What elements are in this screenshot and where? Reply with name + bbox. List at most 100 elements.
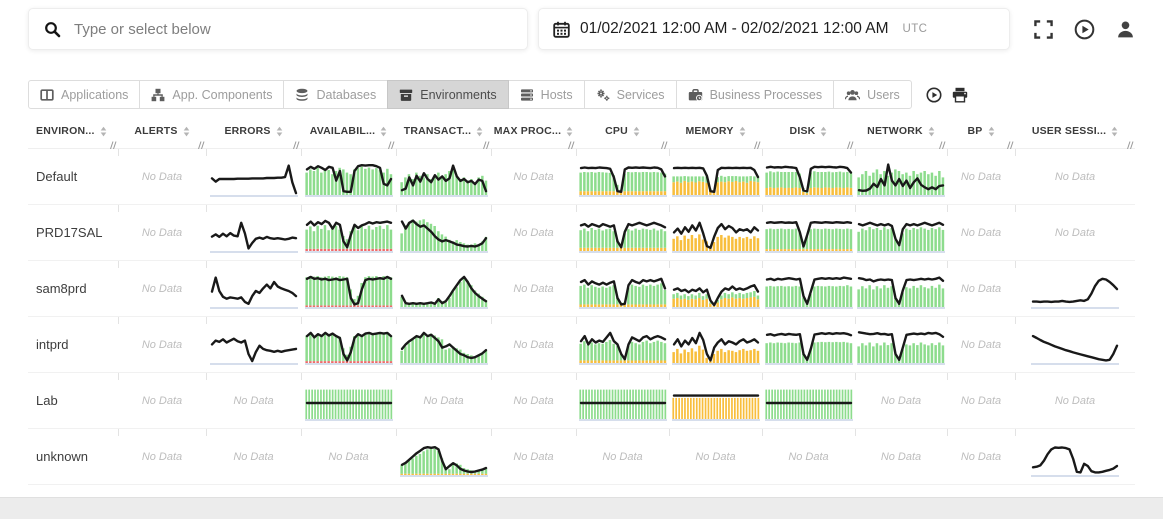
disk-sparkline[interactable]	[764, 325, 853, 365]
cell-disk[interactable]	[762, 373, 855, 428]
column-header-alerts[interactable]: ALERTS	[118, 114, 206, 149]
cell-transactions[interactable]	[396, 149, 491, 204]
memory-sparkline[interactable]	[671, 325, 760, 365]
column-resize-handle[interactable]	[387, 141, 395, 149]
cell-cpu[interactable]	[576, 205, 669, 260]
cell-disk[interactable]	[762, 317, 855, 372]
network-sparkline[interactable]	[857, 325, 945, 365]
cell-cpu[interactable]	[576, 261, 669, 316]
cell-usersessions[interactable]	[1015, 317, 1135, 372]
errors-sparkline[interactable]	[209, 269, 298, 309]
table-row[interactable]: Default No Data No Data No Data No Data	[28, 149, 1135, 205]
cell-availability[interactable]	[301, 205, 396, 260]
tab-applications[interactable]: Applications	[28, 80, 141, 109]
column-resize-handle[interactable]	[482, 141, 490, 149]
cpu-sparkline[interactable]	[578, 381, 667, 421]
tab-hosts[interactable]: Hosts	[507, 80, 585, 109]
cell-errors[interactable]	[206, 149, 301, 204]
availability-sparkline[interactable]	[304, 269, 393, 309]
disk-sparkline[interactable]	[764, 213, 853, 253]
tab-databases[interactable]: Databases	[283, 80, 389, 109]
tab-app-components[interactable]: App. Components	[139, 80, 285, 109]
availability-sparkline[interactable]	[304, 213, 393, 253]
column-header-availability[interactable]: AVAILABIL...	[301, 114, 396, 149]
transactions-sparkline[interactable]	[399, 269, 488, 309]
errors-sparkline[interactable]	[209, 325, 298, 365]
disk-sparkline[interactable]	[764, 157, 853, 197]
table-row[interactable]: unknown No Data No Data No Data No Data No Da…	[28, 429, 1135, 485]
transactions-sparkline[interactable]	[399, 437, 488, 477]
cell-usersessions[interactable]	[1015, 261, 1135, 316]
cell-memory[interactable]	[669, 205, 762, 260]
memory-sparkline[interactable]	[671, 381, 760, 421]
network-sparkline[interactable]	[857, 269, 945, 309]
column-header-memory[interactable]: MEMORY	[669, 114, 762, 149]
cell-transactions[interactable]	[396, 205, 491, 260]
print-button[interactable]	[952, 87, 968, 103]
network-sparkline[interactable]	[857, 213, 945, 253]
availability-sparkline[interactable]	[304, 157, 393, 197]
transactions-sparkline[interactable]	[399, 325, 488, 365]
memory-sparkline[interactable]	[671, 157, 760, 197]
column-header-cpu[interactable]: CPU	[576, 114, 669, 149]
cell-availability[interactable]	[301, 373, 396, 428]
cell-transactions[interactable]	[396, 261, 491, 316]
fullscreen-button[interactable]	[1034, 19, 1053, 39]
cell-availability[interactable]	[301, 317, 396, 372]
tab-services[interactable]: Services	[583, 80, 677, 109]
slideshow-button[interactable]	[926, 86, 942, 103]
cpu-sparkline[interactable]	[578, 325, 667, 365]
column-header-environment[interactable]: ENVIRON...	[28, 114, 118, 149]
column-resize-handle[interactable]	[1006, 141, 1014, 149]
column-resize-handle[interactable]	[197, 141, 205, 149]
cell-cpu[interactable]	[576, 149, 669, 204]
availability-sparkline[interactable]	[304, 381, 393, 421]
cell-memory[interactable]	[669, 149, 762, 204]
cell-memory[interactable]	[669, 261, 762, 316]
column-resize-handle[interactable]	[1126, 141, 1134, 149]
column-resize-handle[interactable]	[846, 141, 854, 149]
disk-sparkline[interactable]	[764, 269, 853, 309]
cpu-sparkline[interactable]	[578, 213, 667, 253]
column-header-network[interactable]: NETWORK	[855, 114, 947, 149]
tab-environments[interactable]: Environments	[387, 80, 509, 109]
cell-network[interactable]	[855, 205, 947, 260]
cell-transactions[interactable]	[396, 317, 491, 372]
table-row[interactable]: sam8prd No Data No Data No Data	[28, 261, 1135, 317]
cell-cpu[interactable]	[576, 317, 669, 372]
network-sparkline[interactable]	[857, 157, 945, 197]
search-box[interactable]	[28, 8, 528, 50]
transactions-sparkline[interactable]	[399, 213, 488, 253]
date-range-picker[interactable]: 01/02/2021 12:00 AM - 02/02/2021 12:00 A…	[538, 8, 1010, 50]
column-header-transactions[interactable]: TRANSACT...	[396, 114, 491, 149]
cell-network[interactable]	[855, 149, 947, 204]
usersessions-sparkline[interactable]	[1031, 269, 1119, 309]
user-menu-button[interactable]	[1116, 20, 1135, 39]
cpu-sparkline[interactable]	[578, 157, 667, 197]
cell-availability[interactable]	[301, 261, 396, 316]
cell-errors[interactable]	[206, 317, 301, 372]
cell-memory[interactable]	[669, 373, 762, 428]
cell-disk[interactable]	[762, 261, 855, 316]
cell-transactions[interactable]	[396, 429, 491, 484]
column-resize-handle[interactable]	[292, 141, 300, 149]
cpu-sparkline[interactable]	[578, 269, 667, 309]
column-header-max-proc[interactable]: MAX PROC...	[491, 114, 576, 149]
transactions-sparkline[interactable]	[399, 157, 488, 197]
usersessions-sparkline[interactable]	[1031, 437, 1119, 477]
table-row[interactable]: PRD17SAL No Data No Data No Data No Data	[28, 205, 1135, 261]
memory-sparkline[interactable]	[671, 213, 760, 253]
tab-users[interactable]: Users	[833, 80, 912, 109]
memory-sparkline[interactable]	[671, 269, 760, 309]
column-resize-handle[interactable]	[660, 141, 668, 149]
column-resize-handle[interactable]	[567, 141, 575, 149]
errors-sparkline[interactable]	[209, 213, 298, 253]
cell-errors[interactable]	[206, 205, 301, 260]
cell-memory[interactable]	[669, 317, 762, 372]
table-row[interactable]: intprd No Data No Data No Data	[28, 317, 1135, 373]
cell-disk[interactable]	[762, 205, 855, 260]
cell-errors[interactable]	[206, 261, 301, 316]
column-resize-handle[interactable]	[109, 141, 117, 149]
column-header-user-sessions[interactable]: USER SESSI...	[1015, 114, 1135, 149]
cell-usersessions[interactable]	[1015, 429, 1135, 484]
